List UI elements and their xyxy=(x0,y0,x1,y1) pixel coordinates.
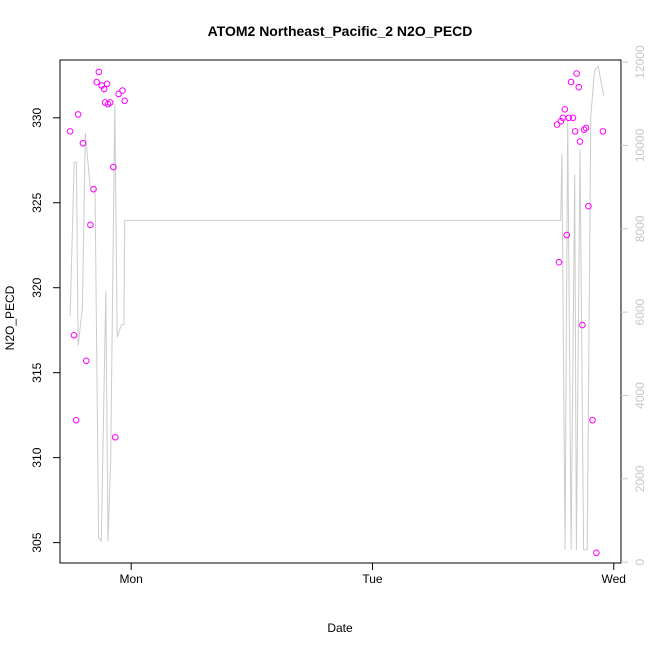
scatter-point xyxy=(557,117,565,125)
scatter-point xyxy=(95,68,103,76)
scatter-point xyxy=(72,416,80,424)
plot-area xyxy=(59,59,622,564)
right-y-tick-label: 12000 xyxy=(633,45,647,79)
right-y-tick-label: 8000 xyxy=(633,215,647,242)
scatter-point xyxy=(111,433,119,441)
scatter-series-layer xyxy=(66,68,607,557)
right-y-tick-label: 10000 xyxy=(633,128,647,162)
x-axis: Mon Tue Wed xyxy=(120,563,626,586)
left-y-axis: 305 310 315 320 325 330 xyxy=(30,107,60,553)
scatter-point xyxy=(119,87,126,94)
line-series-layer xyxy=(69,65,605,551)
right-y-tick-label: 4000 xyxy=(633,382,647,409)
y-axis-label: N2O_PECD xyxy=(3,285,17,350)
scatter-point xyxy=(567,78,575,86)
left-y-tick-label: 320 xyxy=(30,277,44,297)
left-y-tick-label: 325 xyxy=(30,192,44,212)
scatter-point xyxy=(573,70,580,77)
x-tick-label: Mon xyxy=(120,572,143,586)
scatter-point xyxy=(569,114,577,122)
x-tick-label: Tue xyxy=(362,572,383,586)
right-y-tick-label: 0 xyxy=(633,559,647,566)
scatter-point xyxy=(579,321,586,329)
x-tick-label: Wed xyxy=(602,572,626,586)
scatter-point xyxy=(575,83,583,91)
scatter-point xyxy=(106,99,114,106)
scatter-point xyxy=(582,124,590,132)
scatter-point xyxy=(580,126,588,133)
scatter-point xyxy=(79,139,87,147)
right-y-axis: 0 2000 4000 6000 8000 10000 12000 xyxy=(621,45,647,566)
left-y-tick-label: 305 xyxy=(30,532,44,552)
scatter-point xyxy=(115,90,122,98)
scatter-point xyxy=(66,128,74,135)
scatter-point xyxy=(103,80,111,88)
x-axis-label: Date xyxy=(327,621,353,635)
scatter-point xyxy=(585,202,592,210)
scatter-point xyxy=(553,121,561,128)
chart-title: ATOM2 Northeast_Pacific_2 N2O_PECD xyxy=(208,23,473,39)
scatter-point xyxy=(70,331,78,339)
right-y-tick-label: 2000 xyxy=(633,465,647,492)
scatter-point xyxy=(74,111,82,118)
line-series xyxy=(69,65,605,551)
scatter-point xyxy=(93,78,100,86)
scatter-point xyxy=(589,416,596,424)
scatter-point xyxy=(555,258,563,266)
left-y-tick-label: 330 xyxy=(30,107,44,127)
scatter-point xyxy=(121,97,128,105)
scatter-point xyxy=(110,163,117,171)
scatter-point xyxy=(576,138,584,145)
scatter-point xyxy=(563,231,571,239)
scatter-point xyxy=(83,357,90,365)
scatter-point xyxy=(571,128,579,135)
scatter-point xyxy=(100,85,108,93)
left-y-tick-label: 310 xyxy=(30,447,44,467)
scatter-point xyxy=(87,221,94,229)
right-y-tick-label: 6000 xyxy=(633,298,647,325)
scatter-point xyxy=(599,128,607,135)
scatter-point xyxy=(90,185,97,193)
scatter-point xyxy=(565,114,573,122)
scatter-point xyxy=(561,105,569,113)
left-y-tick-label: 315 xyxy=(30,362,44,382)
scatter-point xyxy=(593,549,600,557)
